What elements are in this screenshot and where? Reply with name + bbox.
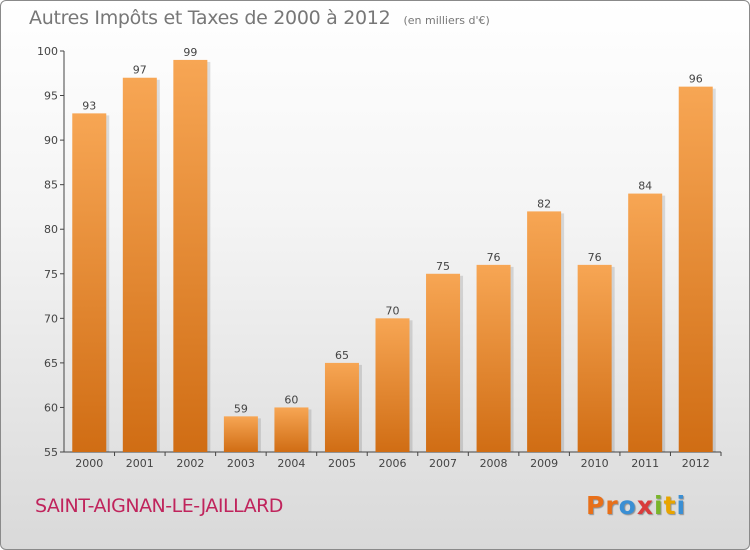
x-tick-label: 2008: [480, 457, 508, 470]
x-tick-label: 2003: [227, 457, 255, 470]
x-tick-label: 2011: [631, 457, 659, 470]
y-tick-label: 85: [44, 179, 58, 192]
y-tick-label: 95: [44, 90, 58, 103]
value-label-2007: 75: [436, 260, 450, 273]
x-tick-label: 2007: [429, 457, 457, 470]
chart-subtitle: (en milliers d'€): [403, 14, 490, 27]
title-row: Autres Impôts et Taxes de 2000 à 2012 (e…: [29, 7, 490, 29]
logo-letter: P: [586, 491, 606, 520]
x-tick-label: 2001: [126, 457, 154, 470]
x-tick-label: 2005: [328, 457, 356, 470]
y-tick-label: 80: [44, 223, 58, 236]
bar-2010: [577, 264, 612, 452]
bar-2009: [527, 211, 562, 452]
bar-2005: [324, 362, 359, 452]
bar-2008: [476, 264, 511, 452]
bar-2011: [628, 193, 663, 453]
x-tick-label: 2000: [75, 457, 103, 470]
logo-letter: x: [636, 491, 654, 520]
y-tick-label: 90: [44, 134, 58, 147]
x-tick-label: 2004: [277, 457, 305, 470]
y-axis: 55 60 65 70 75 80 85 90 95 100: [37, 45, 65, 459]
y-tick-label: 65: [44, 357, 58, 370]
value-label-2000: 93: [82, 99, 96, 112]
bar-2012: [678, 86, 713, 453]
proxiti-logo[interactable]: Proxiti: [586, 491, 686, 520]
logo-letter: o: [618, 491, 637, 520]
value-label-2008: 76: [487, 251, 501, 264]
x-tick-label: 2012: [682, 457, 710, 470]
commune-name: SAINT-AIGNAN-LE-JAILLARD: [35, 495, 283, 517]
bar-2000: [72, 113, 107, 452]
bar-2003: [223, 416, 258, 452]
bar-2001: [122, 77, 157, 452]
value-label-2006: 70: [386, 304, 400, 317]
y-tick-label: 100: [37, 45, 58, 58]
value-label-2004: 60: [284, 393, 298, 406]
value-label-2001: 97: [133, 64, 147, 77]
value-label-2012: 96: [689, 73, 703, 86]
bar-2006: [375, 318, 410, 452]
logo-letter: i: [654, 491, 664, 520]
bar-2002: [173, 59, 208, 453]
x-tick-label: 2002: [176, 457, 204, 470]
y-tick-label: 60: [44, 401, 58, 414]
value-label-2003: 59: [234, 402, 248, 415]
bar-2004: [274, 407, 309, 452]
x-tick-label: 2006: [379, 457, 407, 470]
value-label-2011: 84: [638, 180, 652, 193]
y-tick-label: 55: [44, 446, 58, 459]
value-label-2010: 76: [588, 251, 602, 264]
bars: [72, 59, 716, 453]
x-tick-label: 2010: [581, 457, 609, 470]
x-tick-label: 2009: [530, 457, 558, 470]
y-tick-label: 75: [44, 268, 58, 281]
value-label-2005: 65: [335, 349, 349, 362]
value-label-2009: 82: [537, 197, 551, 210]
logo-letter: t: [663, 491, 677, 520]
logo-letter: i: [676, 491, 687, 520]
value-label-2002: 99: [183, 46, 197, 59]
y-tick-label: 70: [44, 312, 58, 325]
logo-letter: r: [605, 491, 619, 520]
chart-title: Autres Impôts et Taxes de 2000 à 2012: [29, 7, 391, 29]
bar-2007: [426, 273, 461, 452]
x-axis: 2000 2001 2002 2003 2004 2005 2006 2007 2008 2009…: [64, 451, 722, 470]
value-labels: 93 97 99 59 60 65 70 75 76 82 76 84 96: [82, 46, 702, 415]
